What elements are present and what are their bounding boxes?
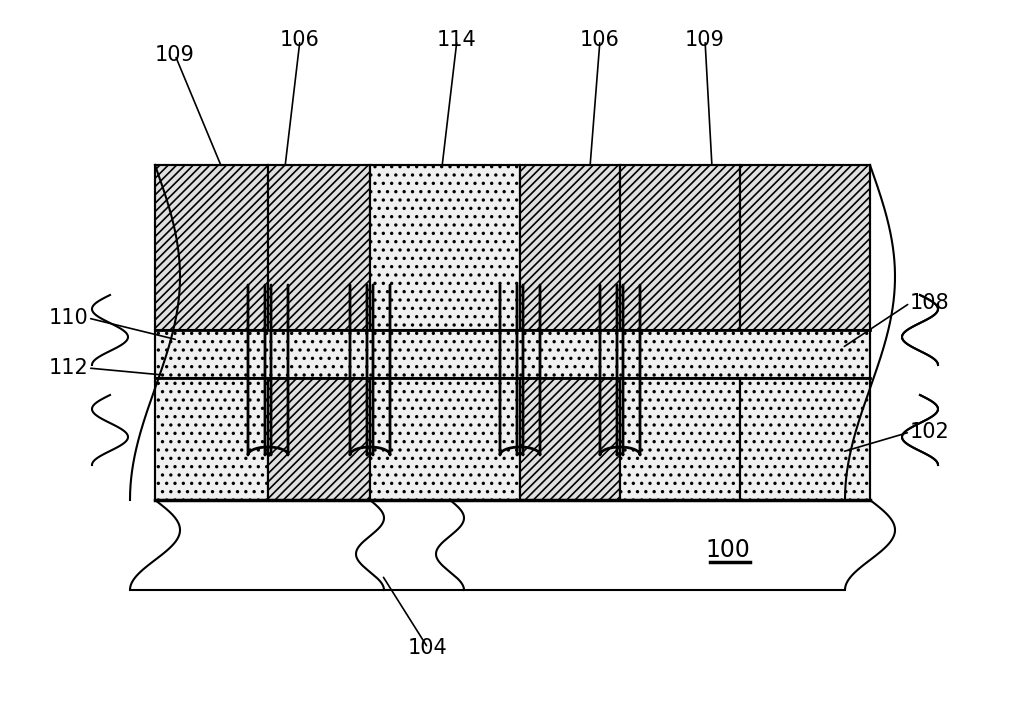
Bar: [370, 165, 520, 330]
Text: 109: 109: [685, 30, 725, 50]
Bar: [155, 165, 268, 330]
Text: 108: 108: [910, 293, 950, 313]
Bar: [740, 378, 870, 500]
Text: 104: 104: [408, 638, 448, 658]
Bar: [740, 165, 870, 330]
Text: 106: 106: [280, 30, 320, 50]
Text: 106: 106: [580, 30, 620, 50]
Bar: [520, 378, 620, 500]
Text: 109: 109: [155, 45, 195, 65]
Bar: [155, 378, 268, 500]
Text: 112: 112: [48, 358, 88, 378]
Bar: [620, 378, 740, 500]
Text: 100: 100: [705, 538, 750, 562]
Bar: [155, 330, 870, 378]
Text: 102: 102: [910, 422, 950, 442]
Bar: [370, 378, 520, 500]
Bar: [520, 165, 620, 330]
Text: 110: 110: [48, 308, 88, 328]
Bar: [620, 165, 740, 330]
Bar: [268, 165, 370, 330]
Polygon shape: [130, 500, 895, 590]
Text: 114: 114: [437, 30, 477, 50]
Bar: [268, 378, 370, 500]
